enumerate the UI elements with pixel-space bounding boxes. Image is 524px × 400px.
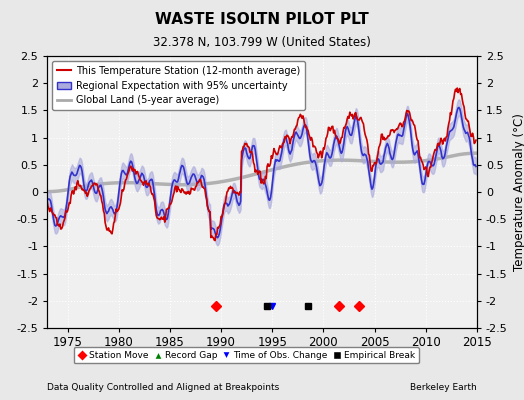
Text: 32.378 N, 103.799 W (United States): 32.378 N, 103.799 W (United States) xyxy=(153,36,371,49)
Legend: This Temperature Station (12-month average), Regional Expectation with 95% uncer: This Temperature Station (12-month avera… xyxy=(52,61,305,110)
Y-axis label: Temperature Anomaly (°C): Temperature Anomaly (°C) xyxy=(513,113,524,271)
Legend: Station Move, Record Gap, Time of Obs. Change, Empirical Break: Station Move, Record Gap, Time of Obs. C… xyxy=(74,347,419,364)
Text: Berkeley Earth: Berkeley Earth xyxy=(410,383,477,392)
Text: WASTE ISOLTN PILOT PLT: WASTE ISOLTN PILOT PLT xyxy=(155,12,369,27)
Text: Data Quality Controlled and Aligned at Breakpoints: Data Quality Controlled and Aligned at B… xyxy=(47,383,279,392)
